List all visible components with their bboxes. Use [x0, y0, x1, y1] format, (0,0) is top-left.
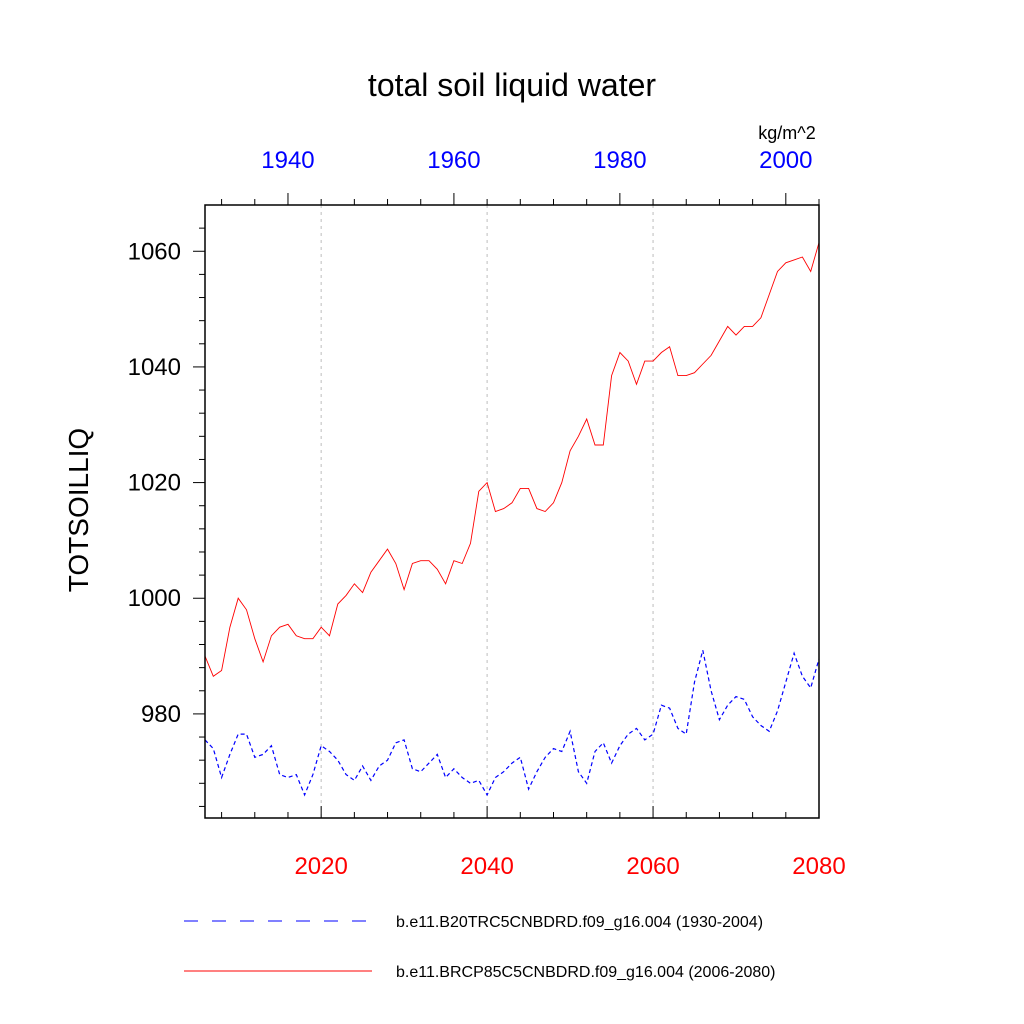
tick-labels: 980 1000 1020 1040 1060 2020 2040 2060 2080 1940 1…: [128, 147, 846, 880]
top-x-tick-label: 1940: [261, 147, 314, 174]
series-group: [204, 242, 820, 797]
y-tick-label: 1040: [128, 354, 181, 381]
top-x-tick-label: 1980: [593, 147, 646, 174]
grid-lines: [320, 205, 654, 818]
legend-label-2: b.e11.BRCP85C5CNBDRD.f09_g16.004 (2006-2…: [396, 964, 775, 981]
series-line-2: [204, 242, 820, 677]
bottom-x-tick-label: 2020: [294, 853, 347, 880]
units-label: kg/m^2: [758, 123, 815, 143]
y-axis-label: TOTSOILLIQ: [63, 428, 94, 592]
bottom-x-tick-label: 2080: [792, 853, 845, 880]
y-tick-label: 980: [141, 701, 181, 728]
y-tick-label: 1000: [128, 585, 181, 612]
legend: b.e11.B20TRC5CNBDRD.f09_g16.004 (1930-20…: [184, 914, 775, 981]
plot-frame: [204, 204, 820, 819]
y-tick-label: 1060: [128, 238, 181, 265]
legend-label-1: b.e11.B20TRC5CNBDRD.f09_g16.004 (1930-20…: [396, 914, 763, 931]
y-tick-label: 1020: [128, 470, 181, 497]
top-x-tick-label: 2000: [759, 147, 812, 174]
top-x-tick-label: 1960: [427, 147, 480, 174]
bottom-x-tick-label: 2040: [460, 853, 513, 880]
bottom-x-tick-label: 2060: [626, 853, 679, 880]
axis-ticks: [193, 193, 820, 818]
chart-title: total soil liquid water: [368, 67, 656, 103]
series-line-1: [204, 650, 820, 797]
